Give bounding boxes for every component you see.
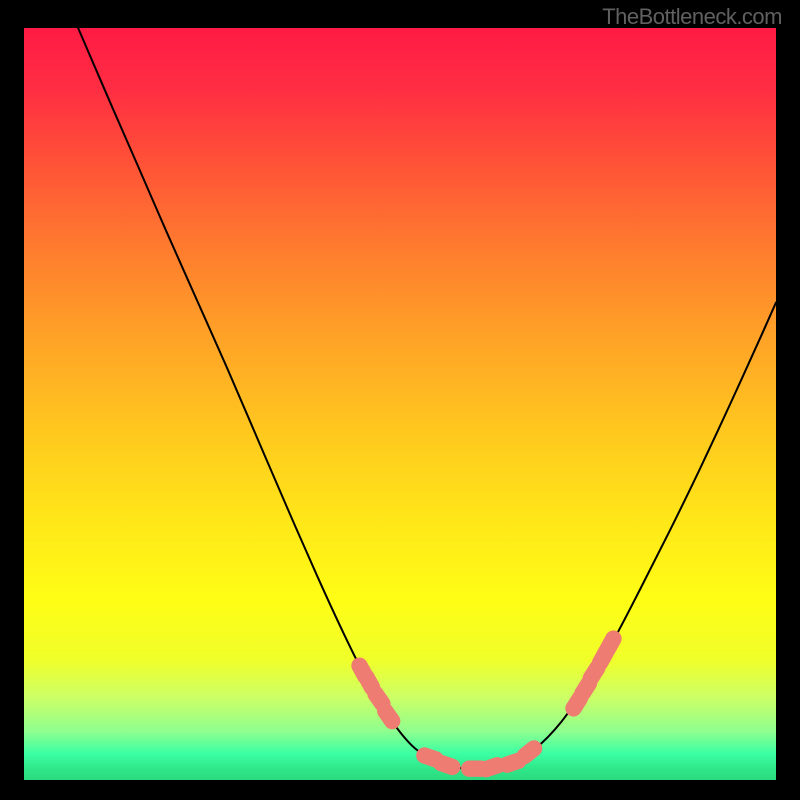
data-marker — [525, 748, 534, 755]
data-marker — [376, 694, 383, 704]
data-marker — [486, 765, 497, 769]
data-marker — [608, 639, 614, 650]
bottleneck-chart — [24, 28, 776, 780]
data-marker — [507, 761, 518, 765]
watermark-text: TheBottleneck.com — [602, 4, 782, 30]
chart-container — [24, 28, 776, 780]
data-marker — [366, 677, 372, 688]
data-marker — [385, 711, 392, 721]
chart-background — [24, 28, 776, 780]
data-marker — [441, 763, 452, 767]
